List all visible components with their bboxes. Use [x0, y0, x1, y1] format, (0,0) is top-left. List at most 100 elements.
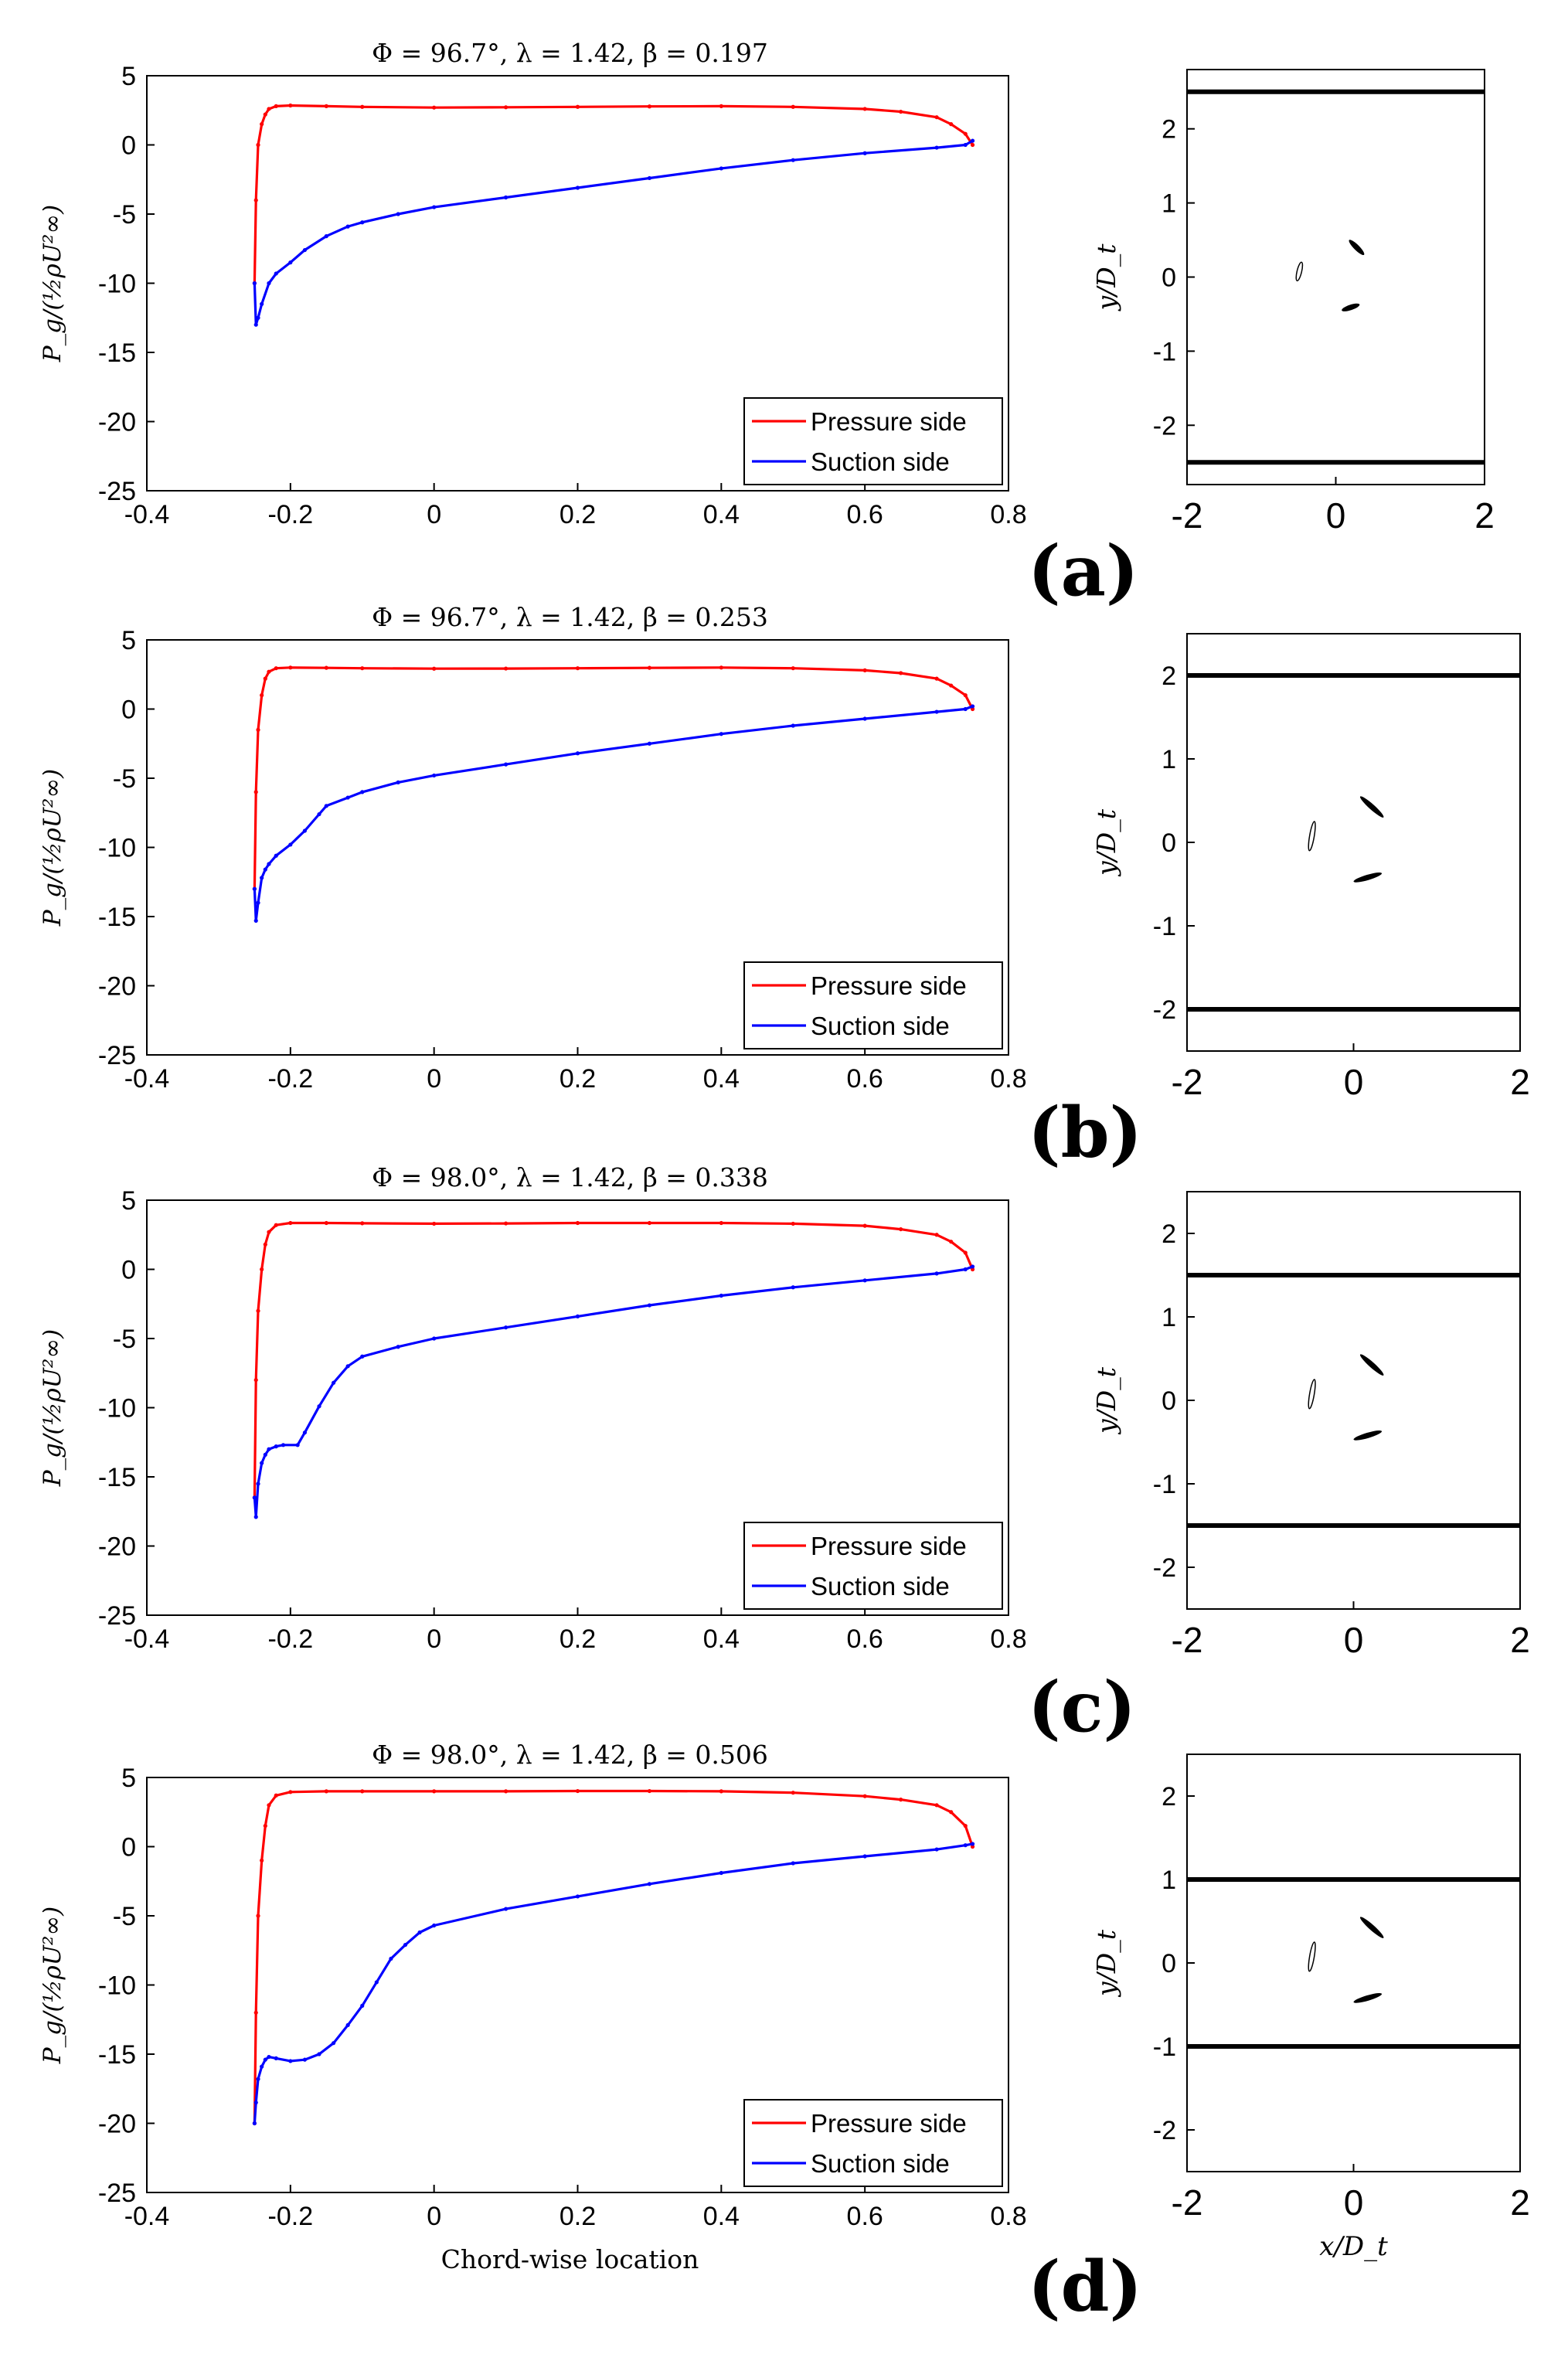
data-point-suction [253, 918, 258, 923]
data-point-suction [256, 315, 260, 320]
data-point-pressure [503, 105, 508, 110]
x-tick-label: -0.4 [124, 1624, 170, 1654]
data-point-pressure [862, 1223, 867, 1228]
data-point-suction [267, 862, 271, 866]
data-point-pressure [647, 104, 652, 109]
data-point-suction [791, 1285, 795, 1290]
data-point-suction [396, 212, 400, 216]
data-point-pressure [324, 104, 328, 108]
y-tick-label: -5 [113, 1325, 136, 1354]
y-tick-label: 0 [121, 1256, 136, 1285]
data-point-pressure [288, 103, 293, 108]
data-point-suction [374, 1980, 379, 1985]
y-tick-label: -20 [98, 408, 136, 437]
data-point-suction [963, 706, 968, 712]
data-point-pressure [791, 1791, 795, 1795]
data-point-suction [274, 271, 278, 276]
data-point-pressure [260, 1858, 264, 1862]
legend-label-suction: Suction side [811, 1572, 950, 1601]
x-tick-label: 0.6 [847, 500, 883, 529]
data-point-pressure [253, 198, 258, 202]
y-tick-label: 2 [1162, 1220, 1176, 1249]
data-point-suction [252, 1495, 257, 1500]
turbine-blade [1349, 240, 1365, 256]
data-point-pressure [274, 1793, 278, 1798]
y-tick-label: -25 [98, 1601, 136, 1631]
y-tick-label: -10 [98, 270, 136, 299]
data-point-suction [963, 1843, 968, 1848]
x-tick-label: 2 [1474, 495, 1495, 536]
y-tick-label: -10 [98, 1971, 136, 2001]
data-point-pressure [432, 1789, 437, 1794]
data-point-pressure [256, 142, 260, 148]
data-point-pressure [256, 1913, 260, 1918]
data-point-suction [267, 281, 271, 286]
x-tick-label: 0.4 [703, 2202, 740, 2231]
series-line-suction [253, 1842, 973, 2124]
legend-label-suction: Suction side [811, 447, 950, 476]
x-tick-label: -2 [1172, 1062, 1203, 1102]
y-tick-label: 1 [1162, 189, 1176, 219]
data-point-suction [432, 205, 437, 209]
data-point-pressure [575, 1788, 580, 1794]
y-tick-label: -20 [98, 1532, 136, 1562]
data-point-suction [432, 1923, 437, 1928]
data-point-suction [345, 224, 350, 229]
turbine-blade [1353, 873, 1383, 883]
y-tick-label: -1 [1153, 912, 1176, 941]
y-tick-label: 0 [1162, 1949, 1176, 1978]
data-point-pressure [970, 1844, 975, 1849]
turbine-blade [1353, 1993, 1383, 2003]
y-tick-label: -10 [98, 1394, 136, 1424]
y-axis-label: y/D_t [1091, 1366, 1122, 1435]
data-point-pressure [256, 727, 260, 732]
y-tick-label: 1 [1162, 1866, 1176, 1895]
data-point-pressure [719, 1789, 723, 1794]
x-tick-label: 0 [427, 1624, 441, 1654]
y-tick-label: -20 [98, 2110, 136, 2139]
turbine-blade [1295, 261, 1304, 282]
data-point-suction [503, 762, 508, 767]
data-point-suction [503, 195, 508, 200]
data-point-suction [360, 220, 365, 225]
y-axis-label: P_g/(½ρU²∞) [39, 1329, 66, 1487]
data-point-suction [345, 2022, 350, 2028]
data-point-pressure [288, 665, 293, 670]
chart-title: Φ = 96.7°, λ = 1.42, β = 0.253 [372, 602, 768, 632]
series-line-pressure [253, 1789, 974, 2124]
x-tick-label: -0.4 [124, 500, 170, 529]
panel-label: (d) [1028, 2246, 1142, 2328]
data-point-suction [862, 151, 867, 155]
data-point-pressure [253, 1378, 258, 1383]
data-point-pressure [324, 1789, 328, 1794]
data-point-suction [360, 1354, 365, 1359]
y-tick-label: -5 [113, 1902, 136, 1931]
x-tick-label: 0.2 [560, 1624, 596, 1654]
data-point-suction [934, 1847, 939, 1852]
data-point-pressure [862, 668, 867, 672]
y-tick-label: -10 [98, 834, 136, 863]
data-point-suction [263, 1452, 267, 1457]
y-axis-label: P_g/(½ρU²∞) [39, 769, 66, 927]
data-point-pressure [970, 1267, 975, 1272]
data-point-suction [647, 175, 652, 181]
data-point-suction [403, 1942, 408, 1947]
data-point-suction [360, 790, 365, 794]
data-point-pressure [899, 1226, 903, 1232]
y-tick-label: -1 [1153, 337, 1176, 366]
data-point-suction [256, 900, 260, 905]
data-point-suction [970, 1264, 975, 1269]
data-point-pressure [256, 1308, 260, 1313]
data-point-pressure [791, 104, 795, 109]
channel-chart-1: -2 0 2 2 1 0 -1 -2 y/D_t [1091, 69, 1495, 536]
y-tick-label: 0 [121, 696, 136, 725]
data-point-suction [432, 773, 437, 778]
data-point-suction [252, 886, 257, 891]
data-point-pressure [503, 1221, 508, 1226]
y-tick-label: 5 [121, 626, 136, 655]
data-point-pressure [274, 1223, 278, 1227]
data-point-suction [288, 2059, 293, 2063]
data-point-suction [719, 1870, 723, 1876]
data-point-pressure [267, 1230, 271, 1234]
y-tick-label: -1 [1153, 1470, 1176, 1499]
